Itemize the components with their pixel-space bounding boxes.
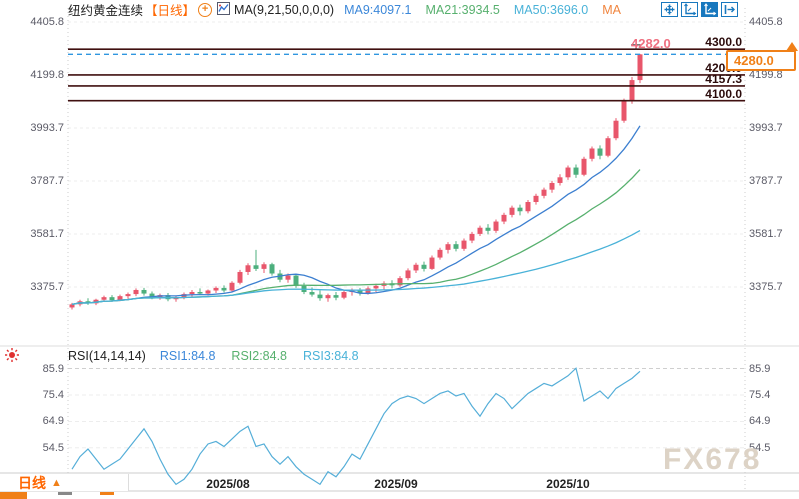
price-tick-label: 4405.8 bbox=[30, 16, 64, 28]
tab-daily-interval[interactable]: 日线 ▲ bbox=[0, 474, 129, 491]
price-tick-label: 4405.8 bbox=[749, 16, 783, 28]
date-label: 2025/08 bbox=[206, 477, 250, 491]
level-line-label: 4300.0 bbox=[705, 35, 742, 50]
rsi-legend-item: RSI2:84.8 bbox=[231, 349, 288, 363]
date-label: 2025/10 bbox=[546, 477, 590, 491]
price-tick-label: 4199.8 bbox=[30, 68, 64, 81]
price-tick-label: 3787.7 bbox=[30, 174, 64, 187]
price-tick-label: 3375.7 bbox=[30, 280, 64, 293]
add-indicator-icon[interactable]: + bbox=[198, 2, 213, 17]
pan-right-icon[interactable] bbox=[721, 2, 738, 17]
ma-settings-label[interactable]: MA(9,21,50,0,0,0) bbox=[234, 2, 335, 17]
rsi-tick-label: 75.4 bbox=[42, 388, 64, 401]
crosshair-tool-icon[interactable] bbox=[661, 2, 678, 17]
rsi-title[interactable]: RSI(14,14,14) bbox=[68, 349, 146, 363]
rsi-tick-label: 64.9 bbox=[42, 415, 64, 428]
rsi-legend-item: RSI3:84.8 bbox=[303, 349, 359, 363]
price-tick-label: 3375.7 bbox=[749, 280, 783, 293]
rsi-legend: RSI1:84.8 RSI2:84.8 RSI3:84.8 bbox=[156, 349, 359, 363]
axis-scale-icon[interactable] bbox=[681, 2, 698, 17]
tab-expand-arrow-icon: ▲ bbox=[51, 476, 62, 489]
indicator-settings-icon[interactable] bbox=[4, 347, 20, 368]
ma-chart-icon bbox=[217, 1, 231, 18]
chart-toolbar bbox=[661, 2, 738, 17]
price-tick-label: 3581.7 bbox=[749, 227, 783, 240]
rsi-tick-label: 54.5 bbox=[42, 441, 64, 454]
level-line-label: 4157.3 bbox=[705, 71, 742, 86]
price-tick-label: 3993.7 bbox=[30, 122, 64, 134]
ma-legend: MA9:4097.1 MA21:3934.5 MA50:3696.0 MA bbox=[340, 3, 621, 17]
symbol-name: 纽约黄金连续 bbox=[68, 4, 144, 18]
rsi-header: RSI(14,14,14) RSI1:84.8 RSI2:84.8 RSI3:84.… bbox=[68, 349, 359, 363]
price-tick-label: 3993.7 bbox=[749, 122, 783, 134]
ma-legend-item: MA bbox=[602, 2, 621, 17]
tab-fragment bbox=[100, 492, 114, 495]
date-label: 2025/09 bbox=[374, 477, 418, 491]
tab-fragment bbox=[58, 492, 72, 495]
bottom-tabbar-cutoff bbox=[0, 492, 799, 499]
rsi-tick-label: 85.9 bbox=[42, 362, 64, 375]
axis-scale-active-icon[interactable] bbox=[701, 2, 718, 17]
ma-legend-item: MA21:3934.5 bbox=[425, 2, 500, 17]
price-tick-label: 3581.7 bbox=[30, 227, 64, 240]
price-tick-label: 4199.8 bbox=[749, 68, 783, 81]
period-tag[interactable]: 【日线】 bbox=[145, 4, 196, 18]
watermark: FX678 bbox=[663, 443, 762, 476]
ma-legend-item: MA50:3696.0 bbox=[513, 2, 589, 17]
session-high-label: 4282.0 bbox=[631, 36, 671, 51]
rsi-legend-item: RSI1:84.8 bbox=[159, 349, 216, 363]
rsi-tick-label: 64.9 bbox=[749, 415, 771, 428]
rsi-tick-label: 54.5 bbox=[749, 441, 771, 454]
active-tab-fragment bbox=[0, 492, 27, 499]
rsi-tick-label: 75.4 bbox=[749, 388, 771, 401]
ma-legend-item: MA9:4097.1 bbox=[344, 2, 412, 17]
price-up-arrow-icon bbox=[786, 42, 798, 51]
level-line-label: 4100.0 bbox=[705, 86, 742, 101]
chart-header: 纽约黄金连续 【日线】 + MA(9,21,50,0,0,0) MA9:4097… bbox=[68, 1, 621, 18]
current-price-badge: 4280.0 bbox=[726, 50, 796, 71]
rsi-tick-label: 85.9 bbox=[749, 362, 771, 375]
price-tick-label: 3787.7 bbox=[749, 174, 783, 187]
tab-daily-label: 日线 bbox=[18, 474, 46, 491]
